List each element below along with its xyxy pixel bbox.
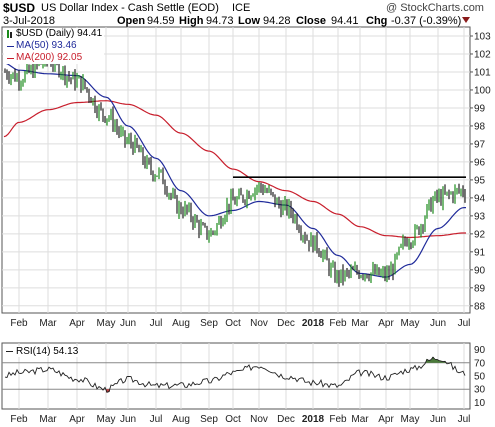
price-y-tick-label: 100 (474, 85, 491, 96)
rsi-x-tick-label: Feb (329, 414, 347, 425)
price-x-tick-label: Aug (172, 318, 190, 329)
rsi-x-tick-label: Jul (150, 414, 163, 425)
rsi-x-tick-label: Nov (250, 414, 268, 425)
ma200-line (3, 100, 466, 239)
price-x-tick-label: 2018 (302, 318, 325, 329)
price-x-tick-label: Mar (351, 318, 369, 329)
high-label: High (179, 15, 204, 27)
price-y-tick-label: 99 (474, 103, 486, 114)
chg-label: Chg (366, 15, 388, 27)
symbol-name: US Dollar Index - Cash Settle (EOD) (41, 2, 219, 14)
ma50-swatch-icon (7, 46, 14, 47)
rsi-x-tick-label: Aug (172, 414, 190, 425)
price-y-tick-label: 94 (474, 193, 486, 204)
legend-item-ma50: MA(50) 93.46 (6, 40, 102, 52)
open-value: 94.59 (147, 15, 175, 27)
price-y-tick-label: 92 (474, 229, 486, 240)
rsi-x-tick-label: Jun (120, 414, 136, 425)
rsi-label-box: RSI(14) 54.13 (4, 346, 81, 357)
rsi-line (4, 356, 466, 393)
price-y-tick-label: 98 (474, 121, 486, 132)
price-x-tick-label: Nov (250, 318, 268, 329)
price-x-tick-label: Apr (378, 318, 394, 329)
rsi-x-tick-label: Dec (277, 414, 295, 425)
rsi-x-tick-label: Sep (200, 414, 218, 425)
rsi-x-tick-label: Mar (351, 414, 369, 425)
rsi-x-tick-label: Jun (430, 414, 446, 425)
rsi-x-tick-label: Mar (39, 414, 57, 425)
price-x-tick-label: Jun (120, 318, 136, 329)
price-swatch-tick-icon (10, 32, 12, 38)
close-value: 94.41 (331, 15, 359, 27)
price-x-tick-label: May (97, 318, 116, 329)
rsi-x-tick-label: May (401, 414, 420, 425)
price-y-tick-label: 90 (474, 265, 486, 276)
price-y-tick-label: 95 (474, 175, 486, 186)
quote-date: 3-Jul-2018 (3, 15, 55, 27)
low-value: 94.28 (263, 15, 291, 27)
price-y-tick-label: 97 (474, 139, 486, 150)
legend: $USD (Daily) 94.41 MA(50) 93.46 MA(200) … (4, 28, 105, 64)
rsi-label: RSI(14) 54.13 (16, 346, 79, 357)
price-x-tick-label: Feb (329, 318, 347, 329)
legend-item-ma200: MA(200) 92.05 (6, 52, 102, 64)
price-x-tick-label: Jun (430, 318, 446, 329)
legend-ma50-text: MA(50) 93.46 (16, 40, 77, 51)
price-x-tick-label: Sep (200, 318, 218, 329)
price-y-tick-label: 88 (474, 301, 486, 312)
low-label: Low (238, 15, 260, 27)
ma200-swatch-icon (7, 58, 14, 59)
price-x-tick-label: Dec (277, 318, 295, 329)
watermark: @ StockCharts.com (386, 2, 484, 14)
price-x-tick-label: Jul (458, 318, 471, 329)
rsi-y-tick-label: 70 (474, 358, 486, 369)
close-label: Close (296, 15, 326, 27)
price-x-tick-label: Mar (39, 318, 57, 329)
price-x-tick-label: Jul (150, 318, 163, 329)
open-label: Open (117, 15, 146, 27)
price-y-tick-label: 96 (474, 157, 486, 168)
rsi-x-tick-label: Feb (10, 414, 28, 425)
price-y-tick-label: 103 (474, 31, 491, 42)
rsi-x-tick-label: 2018 (302, 414, 325, 425)
rsi-x-tick-label: Oct (225, 414, 241, 425)
chg-value: -0.37 (-0.39%) (391, 15, 462, 27)
legend-ma200-text: MA(200) 92.05 (16, 52, 83, 63)
rsi-y-tick-label: 30 (474, 385, 486, 396)
price-y-tick-label: 102 (474, 49, 491, 60)
legend-price-text: $USD (Daily) 94.41 (16, 28, 103, 39)
rsi-x-tick-label: Apr (69, 414, 85, 425)
price-x-tick-label: Apr (69, 318, 85, 329)
rsi-x-tick-label: Apr (378, 414, 394, 425)
price-y-tick-label: 91 (474, 247, 486, 258)
price-y-tick-label: 101 (474, 67, 491, 78)
legend-item-price: $USD (Daily) 94.41 (6, 28, 102, 40)
price-x-tick-label: Oct (225, 318, 241, 329)
rsi-y-tick-label: 50 (474, 372, 486, 383)
high-value: 94.73 (206, 15, 234, 27)
rsi-x-tick-label: Jul (458, 414, 471, 425)
rsi-y-tick-label: 10 (474, 398, 486, 409)
price-x-tick-label: May (401, 318, 420, 329)
rsi-swatch-icon (6, 350, 13, 352)
price-swatch-icon (7, 30, 9, 38)
price-x-tick-label: Feb (10, 318, 28, 329)
price-y-tick-label: 89 (474, 283, 486, 294)
rsi-y-tick-label: 90 (474, 345, 486, 356)
symbol-title: $USD (3, 1, 36, 15)
price-y-tick-label: 93 (474, 211, 486, 222)
exchange-label: ICE (232, 2, 251, 14)
chg-down-arrow-icon (462, 17, 470, 23)
rsi-x-tick-label: May (97, 414, 116, 425)
